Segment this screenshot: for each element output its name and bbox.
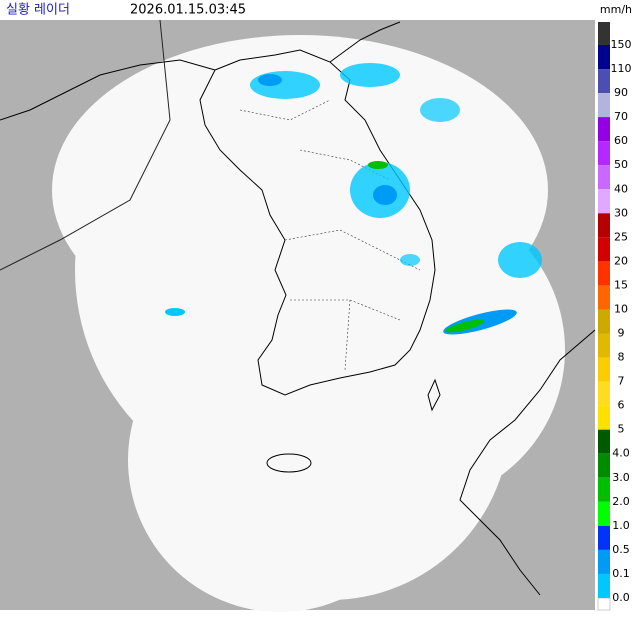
legend-unit: mm/h (600, 3, 632, 16)
legend-label: 150 (611, 38, 632, 51)
legend-label: 2.0 (612, 495, 630, 508)
legend-band (598, 477, 610, 502)
legend-band (598, 237, 610, 262)
legend-band (598, 453, 610, 478)
legend-label: 5 (618, 423, 625, 436)
legend-band (598, 213, 610, 238)
legend-label: 0.0 (612, 591, 630, 604)
legend-band (598, 285, 610, 310)
radar-echoes (165, 63, 542, 335)
legend-band (598, 165, 610, 190)
legend-band (598, 549, 610, 574)
legend-label: 110 (611, 62, 632, 75)
legend-label: 0.5 (612, 543, 630, 556)
legend-band (598, 141, 610, 166)
legend-label: 9 (618, 327, 625, 340)
legend-label: 90 (614, 86, 628, 99)
legend-label: 6 (618, 399, 625, 412)
legend-band (598, 573, 610, 598)
legend-band (598, 381, 610, 406)
legend: 150 110 90 70 60 50 40 30 25 20 15 10 9 8 7 6 5 4.0 3.0 2.0… (597, 22, 632, 611)
legend-band (598, 69, 610, 94)
legend-band (598, 525, 610, 550)
legend-label: 25 (614, 230, 628, 243)
legend-label: 50 (614, 158, 628, 171)
legend-band (598, 22, 610, 45)
legend-label: 40 (614, 182, 628, 195)
legend-band (597, 597, 611, 611)
legend-band (598, 117, 610, 142)
legend-band (598, 429, 610, 454)
legend-label: 7 (618, 375, 625, 388)
legend-band (598, 405, 610, 430)
title: 실황 레이더 (6, 3, 70, 18)
legend-label: 20 (614, 254, 628, 267)
legend-label: 60 (614, 134, 628, 147)
legend-label: 1.0 (612, 519, 630, 532)
map (0, 19, 596, 612)
legend-label: 8 (618, 351, 625, 364)
coastlines (0, 19, 596, 596)
legend-band (598, 45, 610, 70)
legend-band (598, 261, 610, 286)
legend-label: 10 (614, 302, 628, 315)
legend-label: 0.1 (612, 567, 630, 580)
legend-label: 30 (614, 206, 628, 219)
timestamp: 2026.01.15.03:45 (130, 3, 246, 18)
legend-band (598, 93, 610, 118)
legend-band (598, 357, 610, 382)
legend-band (598, 189, 610, 214)
legend-label: 4.0 (612, 447, 630, 460)
legend-label: 70 (614, 110, 628, 123)
legend-band (598, 309, 610, 334)
legend-band (598, 501, 610, 526)
legend-label: 3.0 (612, 471, 630, 484)
legend-band (598, 333, 610, 358)
legend-label: 15 (614, 278, 628, 291)
